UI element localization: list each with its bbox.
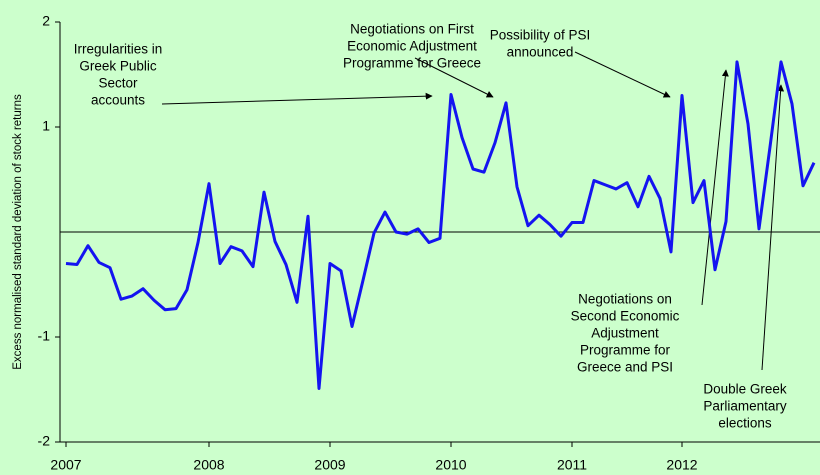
annotation: Irregularities in [74, 42, 163, 57]
annotation: Negotiations on First [350, 22, 474, 37]
x-tick-label: 2009 [314, 457, 345, 473]
y-tick-label: -2 [38, 433, 51, 449]
y-axis-label: Excess normalised standard deviation of … [12, 94, 24, 370]
x-tick-label: 2007 [50, 457, 81, 473]
arrow [574, 51, 671, 98]
annotation: Programme for Greece [343, 56, 481, 71]
x-tick-label: 2011 [557, 457, 587, 473]
y-tick-label: 1 [42, 118, 50, 134]
annotation: Adjustment [591, 326, 659, 341]
annotation: Parliamentary [703, 399, 787, 414]
annotation: Programme for [580, 343, 671, 358]
x-tick-label: 2010 [435, 457, 466, 473]
annotations: Irregularities in Greek Public Sector accou… [74, 22, 787, 431]
annotation: elections [718, 416, 772, 431]
annotation: Second Economic [571, 309, 680, 324]
annotation: Greece and PSI [577, 360, 673, 375]
x-tick-label: 2008 [193, 457, 224, 473]
annotation: Greek Public [79, 59, 157, 74]
arrow [161, 92, 433, 105]
y-tick-label: 2 [42, 13, 50, 29]
annotation: announced [507, 45, 574, 60]
arrow [761, 84, 785, 371]
arrow [701, 69, 729, 306]
annotation: Sector [98, 76, 138, 91]
annotation: Negotiations on [578, 292, 672, 307]
y-tick-label: -1 [38, 328, 51, 344]
annotation: Double Greek [703, 382, 787, 397]
data-line [65, 60, 816, 390]
x-tick-label: 2012 [666, 457, 697, 473]
annotation: accounts [91, 93, 145, 108]
annotation: Possibility of PSI [490, 28, 591, 43]
arrow [414, 57, 494, 98]
annotation: Economic Adjustment [347, 39, 477, 54]
